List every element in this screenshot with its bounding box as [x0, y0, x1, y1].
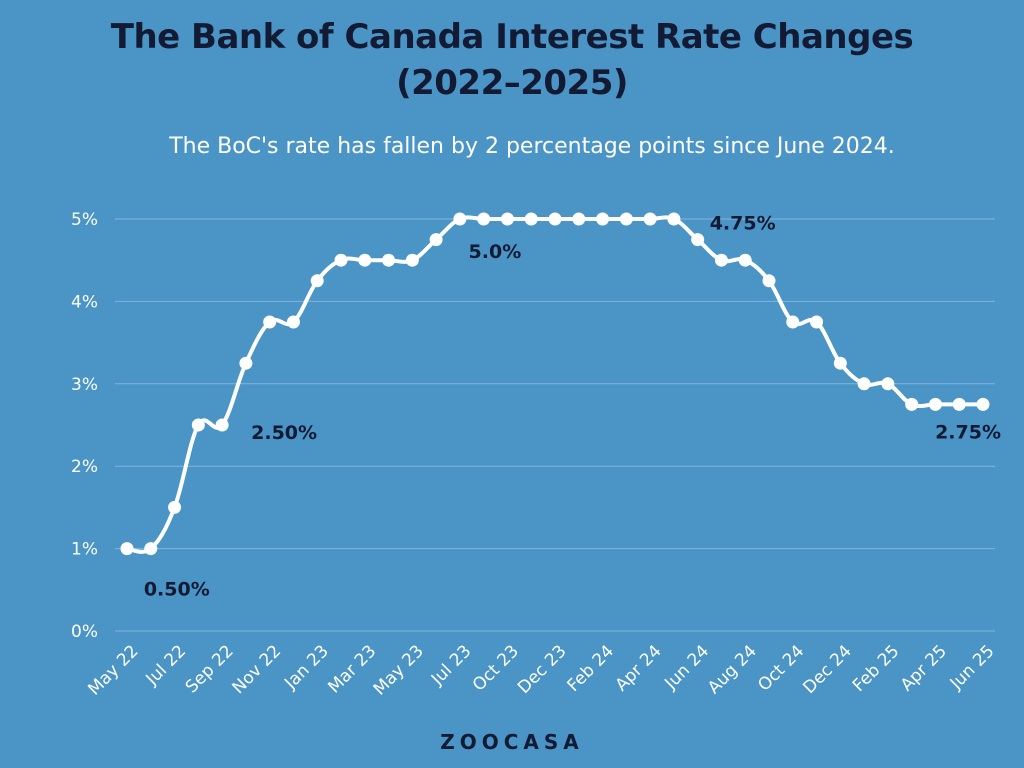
data-point — [144, 542, 158, 556]
y-tick-label: 0% — [71, 622, 98, 642]
data-point — [714, 253, 728, 267]
data-label: 2.50% — [251, 422, 317, 444]
data-point — [762, 274, 776, 288]
y-axis: 0% 1% 2% 3% 4% 5% — [71, 210, 98, 642]
grid-lines — [115, 218, 995, 632]
data-point — [738, 253, 752, 267]
data-point — [572, 212, 586, 226]
data-point — [928, 397, 942, 411]
x-tick-label: Aug 24 — [704, 641, 761, 698]
data-point — [524, 212, 538, 226]
data-point — [548, 212, 562, 226]
x-tick-label: Mar 23 — [324, 641, 380, 697]
data-point — [976, 397, 990, 411]
x-tick-label: Jan 23 — [280, 641, 333, 694]
y-tick-label: 3% — [71, 375, 98, 395]
y-tick-label: 1% — [71, 540, 98, 560]
annotations: 0.50% 2.50% 5.0% 4.75% 2.75% — [144, 213, 1001, 601]
data-point — [191, 418, 205, 432]
data-point — [215, 418, 229, 432]
data-point — [667, 212, 681, 226]
data-point — [905, 397, 919, 411]
data-point — [810, 315, 824, 329]
x-tick-label: Feb 24 — [564, 641, 619, 696]
data-point — [168, 500, 182, 514]
data-point — [310, 274, 324, 288]
data-point — [477, 212, 491, 226]
x-tick-label: Jun 25 — [946, 641, 999, 694]
x-tick-label: Nov 22 — [228, 641, 285, 698]
zoocasa-logo: ZOOCASA — [440, 730, 584, 754]
series-line — [125, 215, 985, 554]
data-point — [334, 253, 348, 267]
data-label: 0.50% — [144, 579, 210, 601]
x-tick-label: May 22 — [84, 641, 142, 699]
data-point — [263, 315, 277, 329]
data-label: 4.75% — [710, 213, 776, 235]
data-point — [691, 233, 705, 247]
chart-title: The Bank of Canada Interest Rate Changes… — [0, 14, 1024, 106]
data-point — [500, 212, 514, 226]
x-tick-label: Oct 23 — [469, 641, 523, 695]
data-point — [120, 542, 134, 556]
x-tick-label: May 23 — [370, 641, 428, 699]
y-tick-label: 2% — [71, 457, 98, 477]
data-point — [596, 212, 610, 226]
data-label: 2.75% — [935, 421, 1001, 443]
x-tick-label: Apr 24 — [612, 641, 666, 695]
y-tick-label: 4% — [71, 292, 98, 312]
x-tick-label: Apr 25 — [897, 641, 951, 695]
data-label: 5.0% — [469, 241, 522, 263]
y-tick-label: 5% — [71, 210, 98, 230]
data-point — [239, 356, 253, 370]
x-tick-label: Feb 25 — [849, 641, 904, 696]
x-tick-label: Oct 24 — [754, 641, 808, 695]
data-point — [857, 377, 871, 391]
data-point — [619, 212, 633, 226]
data-point — [881, 377, 895, 391]
data-point — [382, 253, 396, 267]
x-tick-label: Sep 22 — [182, 641, 238, 697]
data-point — [405, 253, 419, 267]
x-tick-label: Dec 24 — [799, 641, 856, 698]
data-point — [643, 212, 657, 226]
data-point — [833, 356, 847, 370]
data-point — [786, 315, 800, 329]
data-point — [952, 397, 966, 411]
data-point — [286, 315, 300, 329]
data-point — [453, 212, 467, 226]
data-point — [358, 253, 372, 267]
chart-subtitle: The BoC's rate has fallen by 2 percentag… — [169, 134, 895, 159]
chart-title-line-1: The Bank of Canada Interest Rate Changes — [110, 17, 914, 57]
data-points — [120, 212, 990, 556]
chart-title-line-2: (2022–2025) — [396, 63, 628, 103]
x-tick-label: Jul 23 — [427, 641, 475, 689]
data-point — [429, 233, 443, 247]
x-tick-label: Dec 23 — [514, 641, 571, 698]
